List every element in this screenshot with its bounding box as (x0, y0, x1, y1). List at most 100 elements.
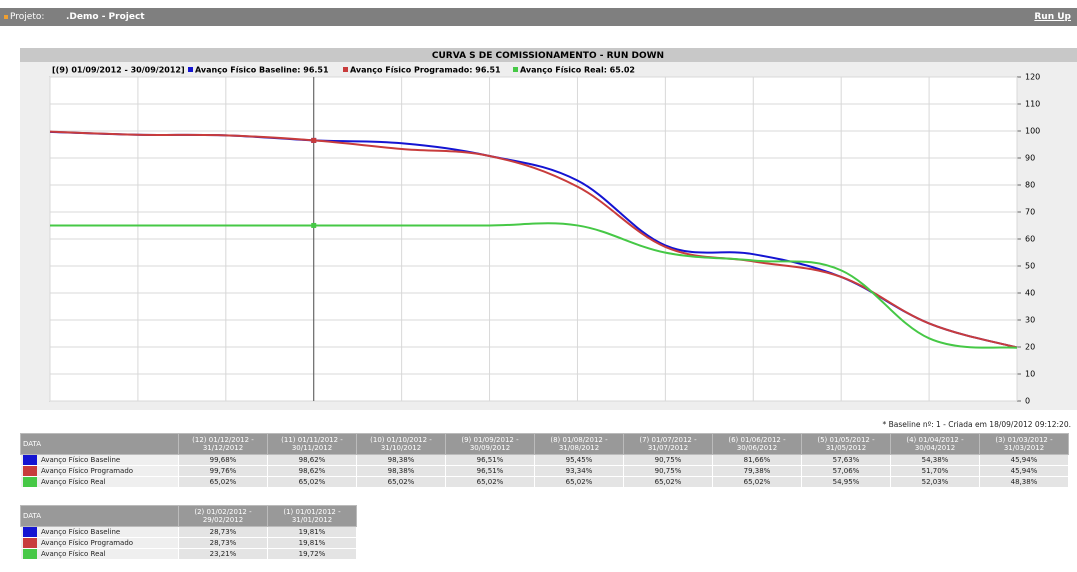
table-cell: 65,02% (534, 476, 624, 488)
table-cell: 98,38% (356, 465, 446, 477)
cell-text: 98,62% (298, 456, 326, 464)
row-swatch (23, 455, 37, 465)
column-header: (8) 01/08/2012 - 31/08/2012 (534, 433, 624, 455)
y-tick-label: 90 (1025, 154, 1035, 163)
title-bar (20, 48, 1077, 62)
table-cell: 57,63% (801, 454, 891, 466)
cell-text: 45,94% (1010, 467, 1038, 475)
table-cell: 54,95% (801, 476, 891, 488)
column-header: (3) 01/03/2012 - 31/03/2012 (979, 433, 1069, 455)
chart: CURVA S DE COMISSIONAMENTO - RUN DOWN [(… (20, 48, 1077, 410)
cell-text: 96,51% (476, 456, 504, 464)
row-label: Avanço Físico Real (20, 548, 179, 560)
cell-text: 98,62% (298, 467, 326, 475)
cell-text: 23,21% (209, 550, 237, 558)
table-cell: 45,94% (979, 454, 1069, 466)
cell-text: 65,02% (387, 478, 415, 486)
y-tick-label: 10 (1025, 370, 1035, 379)
chart-title: CURVA S DE COMISSIONAMENTO - RUN DOWN (432, 51, 664, 61)
column-header: (10) 01/10/2012 - 31/10/2012 (356, 433, 446, 455)
point-marker (311, 137, 317, 143)
y-tick-label: 30 (1025, 316, 1035, 325)
cell-text: 28,73% (209, 528, 237, 536)
table-cell: 95,45% (534, 454, 624, 466)
row-swatch (23, 538, 37, 548)
table-cell: 48,38% (979, 476, 1069, 488)
table-cell: 96,51% (445, 454, 535, 466)
legend-swatch (513, 67, 518, 72)
period-label: [(9) 01/09/2012 - 30/09/2012] (52, 66, 185, 75)
cell-text: 28,73% (209, 539, 237, 547)
cell-text: 81,66% (743, 456, 771, 464)
cell-text: 19,72% (298, 550, 326, 558)
run-up-link[interactable]: Run Up (1034, 12, 1071, 22)
table-cell: 65,02% (178, 476, 268, 488)
table-cell: 52,03% (890, 476, 980, 488)
cell-text: 52,03% (921, 478, 949, 486)
column-header: (4) 01/04/2012 - 30/04/2012 (890, 433, 980, 455)
table-cell: 79,38% (712, 465, 802, 477)
y-tick-label: 0 (1025, 397, 1030, 406)
point-marker (311, 222, 317, 228)
legend-label: Avanço Físico Baseline: 96.51 (195, 66, 329, 75)
row-label: Avanço Físico Programado (20, 465, 179, 477)
column-header: (5) 01/05/2012 - 31/05/2012 (801, 433, 891, 455)
y-tick-label: 50 (1025, 262, 1035, 271)
project-label: Projeto: (10, 12, 45, 22)
cell-text: 65,02% (209, 478, 237, 486)
cell-text: 51,70% (921, 467, 949, 475)
y-tick-label: 40 (1025, 289, 1035, 298)
series-line (50, 222, 1018, 349)
y-tick-label: 80 (1025, 181, 1035, 190)
column-header: (1) 01/01/2012 - 31/01/2012 (267, 505, 357, 527)
cell-text: 65,02% (298, 478, 326, 486)
cell-text: Avanço Físico Baseline (41, 528, 121, 536)
top-bar: Projeto: .Demo - Project Run Up (0, 8, 1077, 26)
cell-text: 98,38% (387, 456, 415, 464)
footnote: * Baseline nº: 1 - Criada em 18/09/2012 … (882, 420, 1072, 429)
cell-text: Avanço Físico Real (41, 550, 106, 558)
cell-text: Avanço Físico Programado (41, 467, 134, 475)
table-cell: 51,70% (890, 465, 980, 477)
cell-text: Avanço Físico Baseline (41, 456, 121, 464)
table-cell: 65,02% (267, 476, 357, 488)
cell-text: 65,02% (654, 478, 682, 486)
cell-text: 79,38% (743, 467, 771, 475)
table-cell: 65,02% (712, 476, 802, 488)
row-swatch (23, 466, 37, 476)
table-cell: 90,75% (623, 454, 713, 466)
y-tick-label: 100 (1025, 127, 1040, 136)
cell-text: 57,63% (832, 456, 860, 464)
table-cell: 28,73% (178, 526, 268, 538)
row-label: Avanço Físico Baseline (20, 454, 179, 466)
table-cell: 98,62% (267, 454, 357, 466)
column-header: (2) 01/02/2012 - 29/02/2012 (178, 505, 268, 527)
table-cell: 99,76% (178, 465, 268, 477)
column-header: (6) 01/06/2012 - 30/06/2012 (712, 433, 802, 455)
cell-text: 54,38% (921, 456, 949, 464)
cell-text: Avanço Físico Programado (41, 539, 134, 547)
column-header: (7) 01/07/2012 - 31/07/2012 (623, 433, 713, 455)
y-tick-label: 60 (1025, 235, 1035, 244)
table-cell: 93,34% (534, 465, 624, 477)
cell-text: 57,06% (832, 467, 860, 475)
cell-text: 96,51% (476, 467, 504, 475)
cell-text: 90,75% (654, 467, 682, 475)
cell-text: 65,02% (565, 478, 593, 486)
series-line (49, 130, 1018, 349)
y-tick-label: 20 (1025, 343, 1035, 352)
legend-label: Avanço Físico Real: 65.02 (520, 66, 635, 75)
legend-swatch (343, 67, 348, 72)
table-cell: 19,81% (267, 526, 357, 538)
row-swatch (23, 549, 37, 559)
table-cell: 65,02% (623, 476, 713, 488)
cell-text: 54,95% (832, 478, 860, 486)
row-label: Avanço Físico Baseline (20, 526, 179, 538)
y-tick-label: 110 (1025, 100, 1040, 109)
table-cell: 45,94% (979, 465, 1069, 477)
table-cell: 28,73% (178, 537, 268, 549)
data-table: DATA (2) 01/02/2012 - 29/02/2012 (1) 01/01… (20, 505, 357, 560)
column-header: DATA (20, 433, 179, 455)
cell-text: 65,02% (743, 478, 771, 486)
table-cell: 57,06% (801, 465, 891, 477)
